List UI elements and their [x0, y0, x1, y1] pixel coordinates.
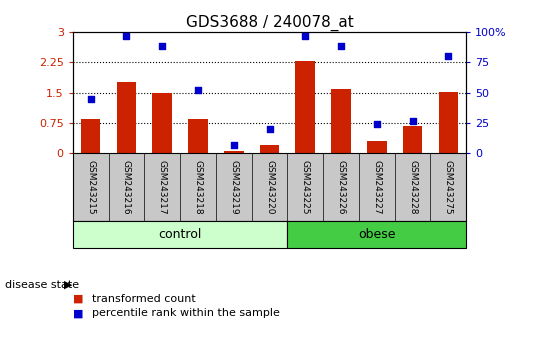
- Text: GSM243226: GSM243226: [336, 160, 345, 214]
- Bar: [367, 141, 386, 153]
- Point: [301, 33, 309, 38]
- Text: GSM243219: GSM243219: [229, 160, 238, 215]
- Text: GSM243216: GSM243216: [122, 160, 131, 215]
- Text: GSM243217: GSM243217: [158, 160, 167, 215]
- Point: [122, 33, 131, 38]
- Point: [372, 121, 381, 127]
- Bar: [287, 221, 466, 248]
- Bar: [188, 119, 208, 153]
- Text: obese: obese: [358, 228, 396, 241]
- Bar: [224, 151, 244, 153]
- Point: [194, 87, 202, 93]
- Point: [158, 44, 167, 49]
- Point: [230, 142, 238, 148]
- Point: [408, 118, 417, 123]
- Text: control: control: [158, 228, 202, 241]
- Point: [265, 126, 274, 132]
- Bar: [73, 221, 287, 248]
- Text: GSM243275: GSM243275: [444, 160, 453, 215]
- Text: GSM243215: GSM243215: [86, 160, 95, 215]
- Title: GDS3688 / 240078_at: GDS3688 / 240078_at: [185, 14, 354, 30]
- Bar: [439, 92, 458, 153]
- Text: percentile rank within the sample: percentile rank within the sample: [92, 308, 280, 318]
- Bar: [260, 145, 279, 153]
- Text: ■: ■: [73, 308, 83, 318]
- Text: GSM243225: GSM243225: [301, 160, 310, 214]
- Bar: [295, 61, 315, 153]
- Text: ■: ■: [73, 294, 83, 304]
- Text: GSM243220: GSM243220: [265, 160, 274, 214]
- Point: [444, 53, 453, 59]
- Text: ▶: ▶: [64, 280, 72, 290]
- Bar: [403, 126, 423, 153]
- Point: [86, 96, 95, 102]
- Bar: [81, 119, 100, 153]
- Point: [337, 44, 345, 49]
- Bar: [116, 82, 136, 153]
- Bar: [153, 93, 172, 153]
- Text: disease state: disease state: [5, 280, 80, 290]
- Text: GSM243227: GSM243227: [372, 160, 381, 214]
- Text: transformed count: transformed count: [92, 294, 195, 304]
- Bar: [331, 88, 351, 153]
- Text: GSM243218: GSM243218: [194, 160, 203, 215]
- Text: GSM243228: GSM243228: [408, 160, 417, 214]
